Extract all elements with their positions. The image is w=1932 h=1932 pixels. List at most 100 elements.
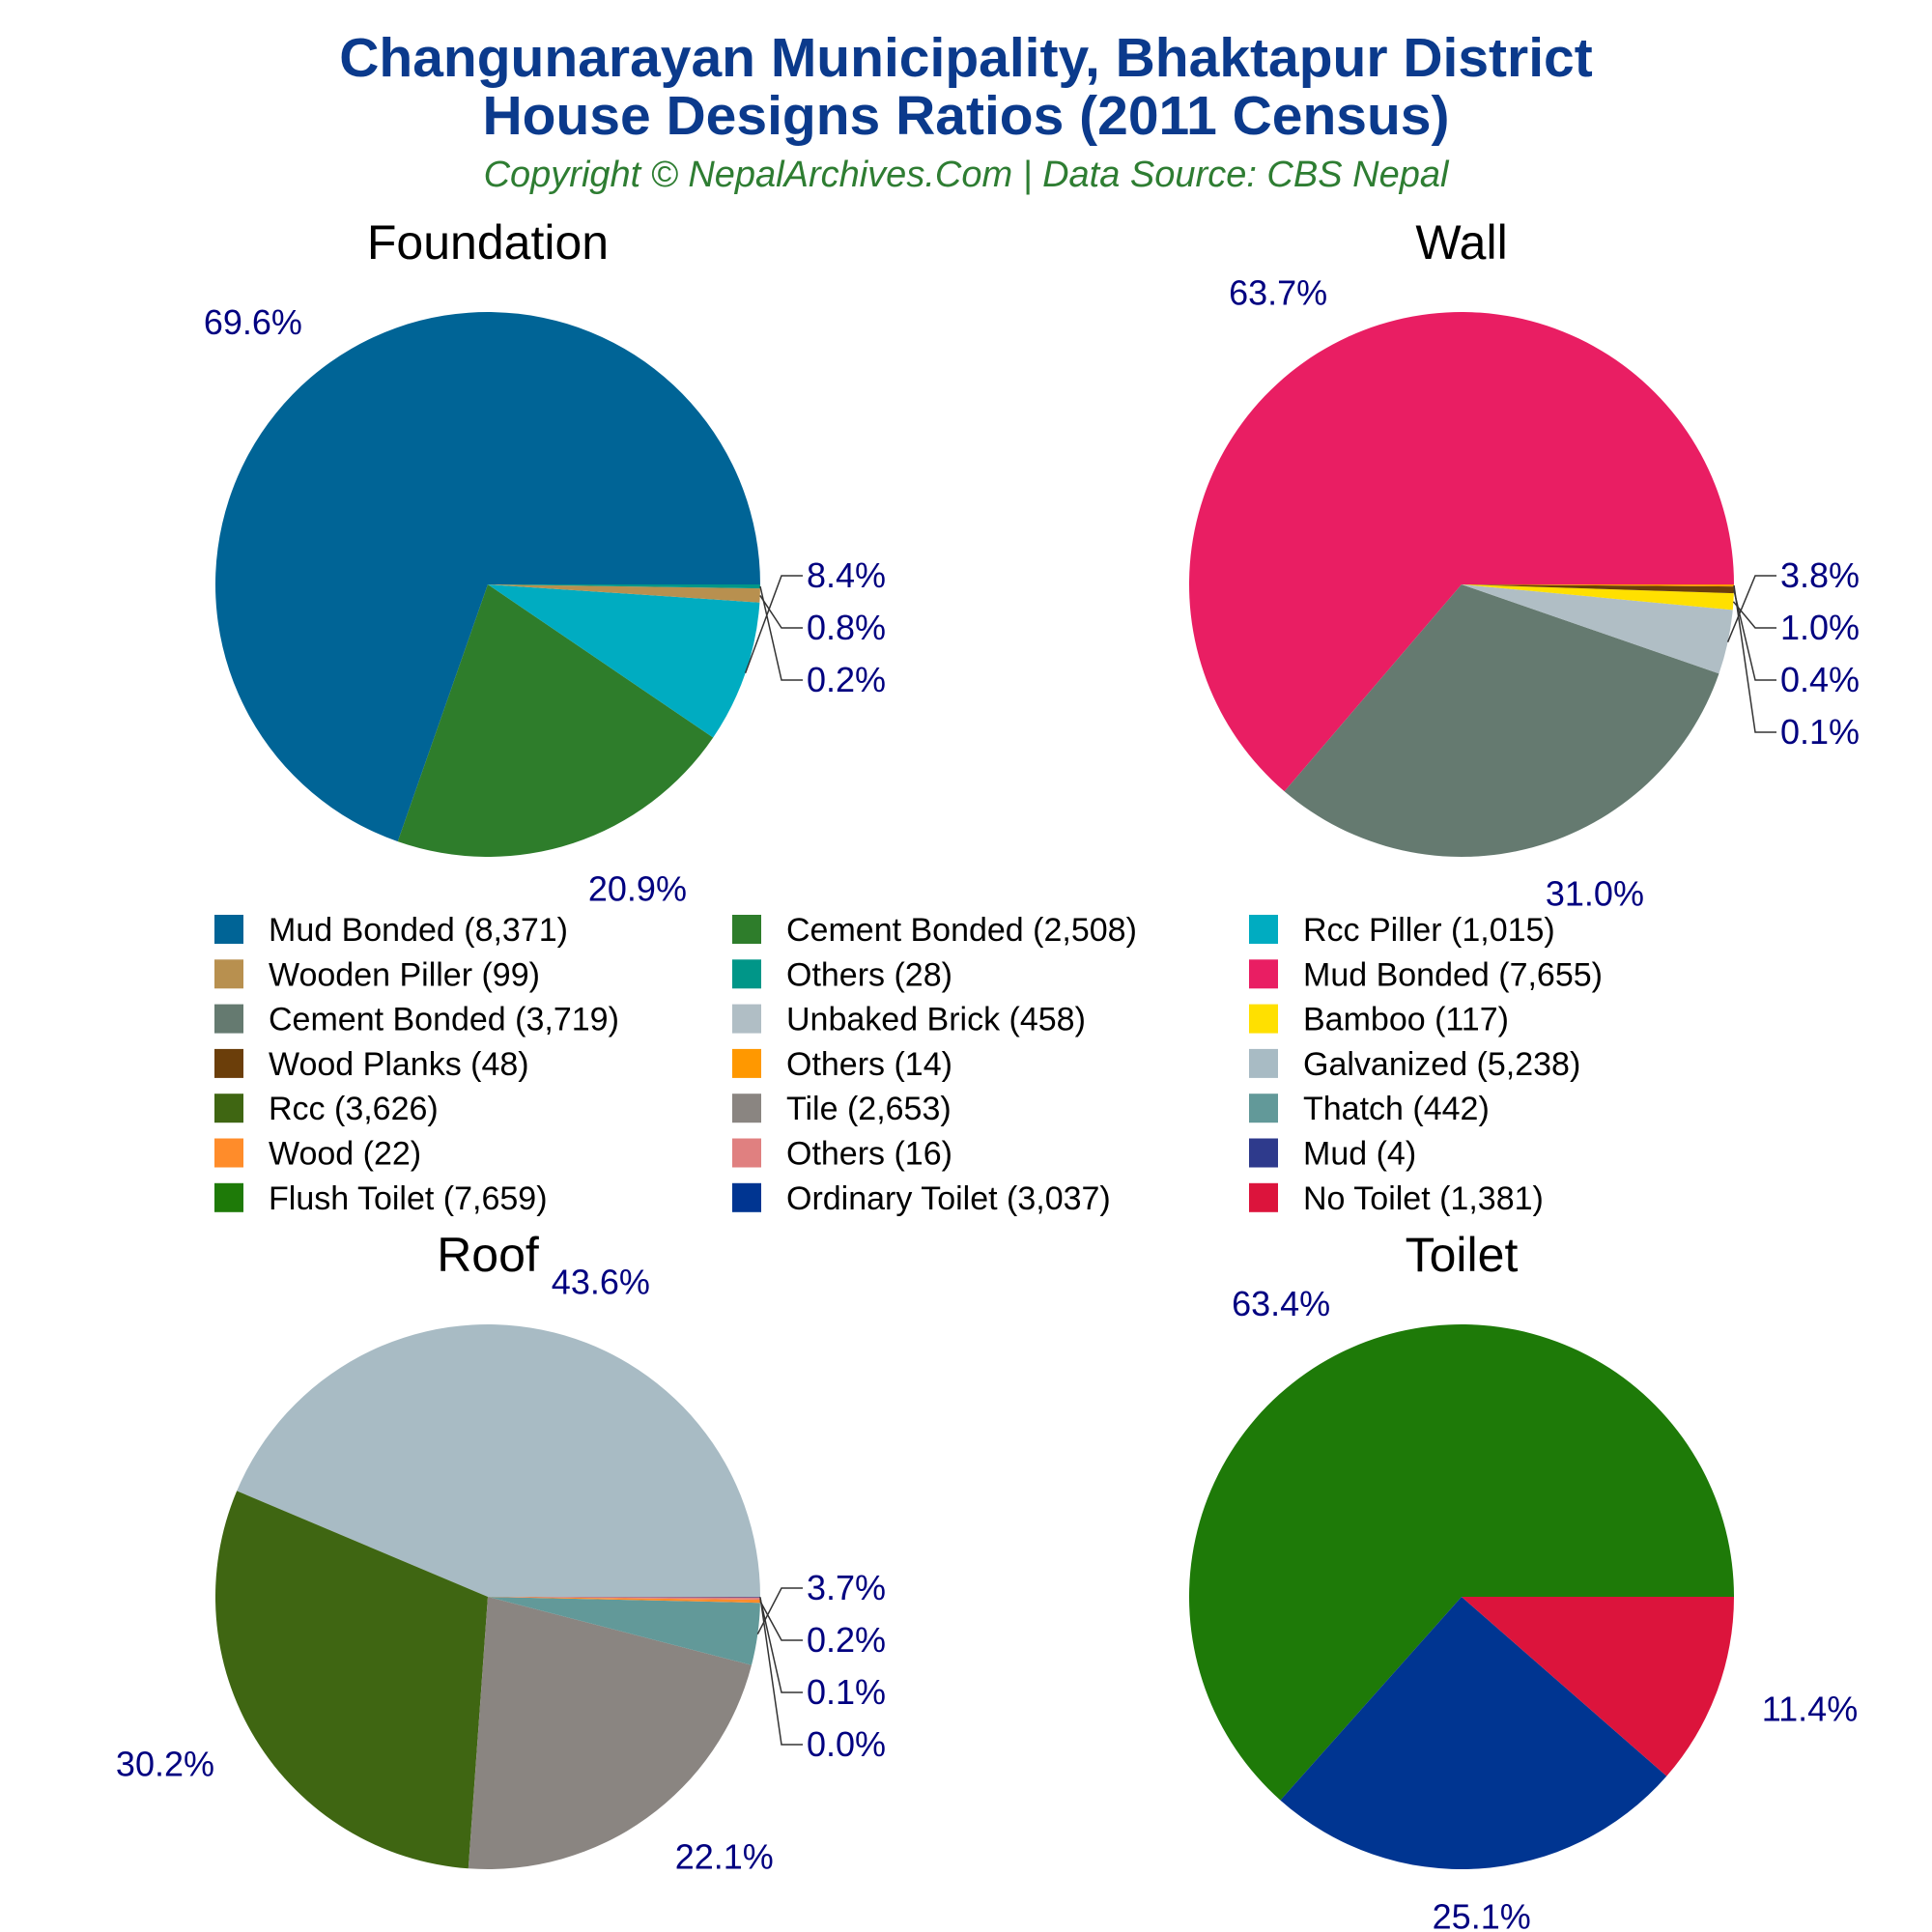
foundation-pct-label-rcc-piller: 8.4% — [807, 555, 886, 595]
wall-slice-wood-planks — [1462, 584, 1734, 594]
legend-label-16: Wood (22) — [269, 1136, 421, 1173]
roof-pie: Roof 43.6% 30.2% 22.1% 3.7% 0.2% 0.1% 0.0% — [116, 1228, 886, 1877]
legend-label-2: Cement Bonded (2,508) — [786, 912, 1137, 949]
legend-label-9: Bamboo (117) — [1303, 1002, 1509, 1038]
wall-pct-label-others: 0.1% — [1780, 712, 1860, 752]
legend-label-20: Ordinary Toilet (3,037) — [786, 1180, 1111, 1217]
foundation-leader-line-others — [759, 585, 803, 681]
toilet-pct-label-no-toilet: 11.4% — [1762, 1690, 1858, 1729]
legend-swatch-15 — [1249, 1094, 1278, 1123]
foundation-pie-title: Foundation — [367, 215, 609, 270]
wall-slice-others — [1462, 584, 1734, 587]
foundation-pct-label-cement-bonded: 20.9% — [588, 868, 687, 908]
legend-label-12: Galvanized (5,238) — [1303, 1046, 1580, 1083]
foundation-pct-label-wooden-piller: 0.8% — [807, 608, 886, 647]
roof-slice-others — [488, 1597, 760, 1600]
legend-swatch-8 — [732, 1004, 761, 1034]
legend-swatch-9 — [1249, 1004, 1278, 1034]
roof-slice-galvanized — [237, 1323, 761, 1597]
wall-pct-label-bamboo: 1.0% — [1780, 608, 1860, 647]
legend-label-6: Mud Bonded (7,655) — [1303, 956, 1603, 993]
foundation-slice-rcc-piller — [488, 584, 760, 738]
legend-label-4: Wooden Piller (99) — [269, 956, 540, 993]
roof-slice-rcc — [214, 1491, 489, 1869]
legend-label-7: Cement Bonded (3,719) — [269, 1002, 619, 1038]
roof-pct-label-thatch: 3.7% — [807, 1568, 886, 1607]
copyright-subtitle: Copyright © NepalArchives.Com | Data Sou… — [483, 155, 1449, 195]
roof-slice-tile — [468, 1597, 752, 1870]
toilet-slice-ordinary-toilet — [1280, 1597, 1667, 1870]
foundation-slice-cement-bonded — [397, 584, 714, 858]
legend-swatch-7 — [214, 1004, 243, 1034]
legend-label-10: Wood Planks (48) — [269, 1046, 529, 1083]
foundation-slice-others — [488, 584, 761, 589]
legend-swatch-10 — [214, 1048, 243, 1078]
toilet-pie-title: Toilet — [1406, 1228, 1519, 1282]
roof-pct-label-wood: 0.2% — [807, 1620, 886, 1660]
legend-swatch-11 — [732, 1048, 761, 1078]
chart-title-line-2: House Designs Ratios (2011 Census) — [482, 85, 1450, 147]
roof-leader-line-wood — [759, 1601, 803, 1641]
legend-swatch-13 — [214, 1094, 243, 1123]
legend-swatch-18 — [1249, 1138, 1278, 1168]
roof-pct-label-galvanized: 43.6% — [552, 1263, 650, 1302]
wall-leader-line-bamboo — [1732, 601, 1776, 629]
foundation-slice-wooden-piller — [488, 584, 760, 603]
legend-swatch-12 — [1249, 1048, 1278, 1078]
legend-swatch-6 — [1249, 959, 1278, 989]
foundation-pie: Foundation 69.6% 20.9% 8.4% 0.8% 0.2% — [204, 215, 886, 908]
wall-pct-label-mud-bonded: 63.7% — [1229, 272, 1327, 312]
roof-leader-line-mud — [759, 1597, 803, 1746]
legend-swatch-3 — [1249, 915, 1278, 944]
foundation-leader-line-rcc-piller — [744, 575, 803, 674]
legend-swatch-17 — [732, 1138, 761, 1168]
foundation-slice-mud-bonded — [214, 312, 760, 842]
roof-pct-label-mud: 0.0% — [807, 1724, 886, 1764]
roof-slice-wood — [488, 1597, 760, 1604]
roof-pie-title: Roof — [437, 1228, 539, 1282]
roof-leader-line-others — [759, 1598, 803, 1693]
legend-swatch-1 — [214, 915, 243, 944]
wall-pie-title: Wall — [1415, 215, 1507, 270]
roof-leader-line-thatch — [756, 1587, 803, 1635]
legend-label-13: Rcc (3,626) — [269, 1091, 439, 1127]
legend-label-17: Others (16) — [786, 1136, 952, 1173]
legend-swatch-21 — [1249, 1182, 1278, 1212]
legend-label-14: Tile (2,653) — [786, 1091, 952, 1127]
toilet-pct-label-flush-toilet: 63.4% — [1232, 1284, 1330, 1323]
roof-slice-thatch — [488, 1597, 760, 1665]
legend-label-11: Others (14) — [786, 1046, 952, 1083]
legend-label-3: Rcc Piller (1,015) — [1303, 912, 1555, 949]
legend-label-19: Flush Toilet (7,659) — [269, 1180, 548, 1217]
toilet-slice-no-toilet — [1462, 1597, 1734, 1776]
wall-pct-label-cement-bonded: 31.0% — [1546, 873, 1644, 913]
legend-label-1: Mud Bonded (8,371) — [269, 912, 568, 949]
wall-leader-line-others — [1733, 584, 1776, 733]
legend-label-18: Mud (4) — [1303, 1136, 1416, 1173]
foundation-pct-label-mud-bonded: 69.6% — [204, 302, 302, 342]
roof-pct-label-tile: 22.1% — [675, 1837, 774, 1877]
roof-slice-mud — [488, 1597, 761, 1598]
legend-label-21: No Toilet (1,381) — [1303, 1180, 1544, 1217]
wall-pct-label-wood-planks: 0.4% — [1780, 660, 1860, 699]
wall-pct-label-unbaked-brick: 3.8% — [1780, 555, 1860, 595]
legend-swatch-19 — [214, 1182, 243, 1212]
legend-swatch-2 — [732, 915, 761, 944]
legend-swatch-5 — [732, 959, 761, 989]
chart-title-line-1: Changunarayan Municipality, Bhaktapur Di… — [339, 27, 1593, 89]
legend-label-15: Thatch (442) — [1303, 1091, 1490, 1127]
legend-swatch-4 — [214, 959, 243, 989]
wall-slice-bamboo — [1462, 584, 1734, 611]
wall-leader-line-wood-planks — [1733, 589, 1776, 681]
toilet-pct-label-ordinary-toilet: 25.1% — [1433, 1896, 1531, 1932]
legend-label-8: Unbaked Brick (458) — [786, 1002, 1086, 1038]
wall-slice-cement-bonded — [1284, 584, 1719, 858]
legend-swatch-14 — [732, 1094, 761, 1123]
foundation-pct-label-others: 0.2% — [807, 660, 886, 699]
foundation-leader-line-wooden-piller — [759, 594, 803, 629]
legend-swatch-16 — [214, 1138, 243, 1168]
legend: Mud Bonded (8,371) Cement Bonded (2,508) R… — [214, 912, 1603, 1217]
legend-swatch-20 — [732, 1182, 761, 1212]
wall-pie: Wall 63.7% 31.0% 3.8% 1.0% 0.4% 0.1% — [1189, 215, 1860, 913]
wall-slice-unbaked-brick — [1462, 584, 1733, 674]
